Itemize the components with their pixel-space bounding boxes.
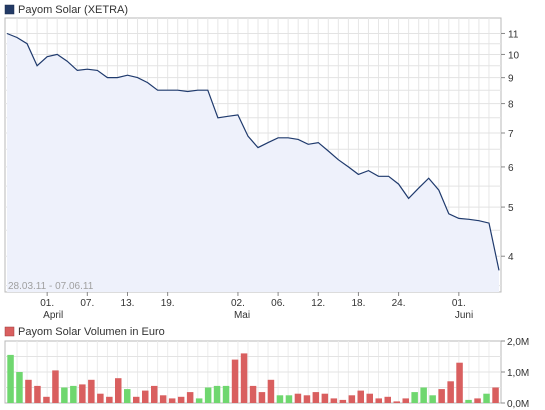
volume-bar	[106, 396, 113, 403]
price-x-tick-label: 19.	[161, 298, 175, 309]
volume-bar	[483, 393, 490, 403]
volume-bar	[474, 398, 481, 403]
price-legend-swatch	[4, 4, 15, 15]
volume-bar	[411, 392, 418, 403]
price-y-tick-label: 5	[508, 203, 514, 214]
volume-bar	[312, 392, 320, 403]
volume-bar	[303, 395, 311, 404]
price-y-tick-label: 4	[508, 252, 514, 263]
volume-bar	[115, 378, 122, 403]
volume-bar	[420, 387, 427, 403]
volume-bar	[124, 389, 131, 403]
price-x-month-label: Mai	[234, 310, 250, 321]
price-x-tick-label: 18.	[351, 298, 365, 309]
volume-y-tick-label: 0,0M	[507, 399, 529, 410]
price-y-tick-label: 7	[508, 129, 514, 140]
volume-bar	[330, 398, 338, 403]
volume-y-axis: 0,0M 1,0M 2,0M	[501, 337, 529, 410]
price-x-tick-label: 06.	[271, 298, 285, 309]
price-y-tick-label: 6	[508, 163, 514, 174]
date-range-label: 28.03.11 - 07.06.11	[8, 281, 94, 292]
volume-bar	[321, 393, 329, 403]
volume-bar	[186, 392, 194, 403]
volume-bar	[213, 385, 221, 403]
volume-panel: Payom Solar Volumen in Euro 0,0M 1,0M 2,0M	[4, 326, 529, 410]
price-x-tick-label: 01.	[40, 298, 54, 309]
volume-bar	[240, 353, 248, 403]
price-x-tick-label: 24.	[392, 298, 406, 309]
volume-bar	[348, 395, 356, 404]
price-x-tick-label: 13.	[121, 298, 135, 309]
volume-bar	[429, 395, 436, 404]
volume-bar	[492, 387, 499, 403]
volume-bar	[456, 362, 463, 403]
price-x-month-label: April	[43, 310, 63, 321]
volume-bar	[357, 390, 364, 403]
volume-bar	[34, 385, 41, 403]
price-area	[7, 33, 499, 292]
volume-bar	[97, 393, 104, 403]
price-y-tick-label: 9	[508, 74, 514, 85]
price-x-tick-label: 02.	[231, 298, 245, 309]
volume-bar	[142, 390, 149, 403]
volume-bar	[79, 384, 86, 403]
volume-chart-title: Payom Solar Volumen in Euro	[18, 326, 165, 338]
volume-bar	[70, 385, 77, 403]
price-line	[6, 32, 500, 271]
volume-bar	[294, 393, 302, 403]
volume-bar	[249, 385, 257, 403]
volume-bars	[7, 353, 499, 404]
volume-bar	[339, 399, 347, 403]
volume-bar	[393, 401, 400, 403]
volume-bar	[204, 387, 212, 403]
volume-bar	[16, 372, 23, 403]
volume-bar	[195, 398, 203, 403]
volume-bar	[88, 379, 95, 404]
volume-bar	[133, 396, 140, 403]
volume-bar	[438, 389, 445, 403]
volume-bar	[61, 387, 68, 403]
price-y-axis: 4 5 6 7 8 9 10 11	[501, 29, 520, 263]
volume-bar	[258, 392, 266, 403]
volume-legend-swatch	[4, 326, 15, 337]
volume-bar	[222, 385, 230, 403]
price-x-tick-label: 01.	[452, 298, 466, 309]
volume-bar	[151, 385, 158, 403]
volume-bar	[177, 396, 185, 403]
volume-bar	[465, 399, 472, 403]
volume-bar	[25, 379, 32, 404]
price-y-tick-label: 11	[508, 29, 519, 40]
volume-bar	[159, 395, 167, 404]
volume-bar	[384, 396, 391, 403]
volume-y-tick-label: 1,0M	[507, 368, 529, 379]
price-x-tick-label: 12.	[311, 298, 325, 309]
volume-bar	[43, 396, 50, 403]
volume-bar	[375, 398, 382, 403]
volume-bar	[402, 398, 409, 403]
volume-bar	[447, 381, 454, 403]
volume-y-tick-label: 2,0M	[507, 337, 529, 348]
volume-bar	[7, 354, 14, 403]
volume-bar	[231, 359, 239, 403]
price-y-tick-label: 10	[508, 50, 520, 61]
price-x-tick-label: 07.	[80, 298, 94, 309]
price-chart-title: Payom Solar (XETRA)	[18, 4, 128, 16]
volume-bar	[52, 370, 59, 403]
price-y-tick-label: 8	[508, 100, 514, 111]
volume-bar	[366, 393, 373, 403]
volume-bar	[168, 398, 176, 403]
volume-bar	[276, 395, 284, 404]
price-x-month-label: Juni	[455, 310, 473, 321]
volume-bar	[267, 379, 275, 404]
volume-bar	[285, 395, 293, 404]
